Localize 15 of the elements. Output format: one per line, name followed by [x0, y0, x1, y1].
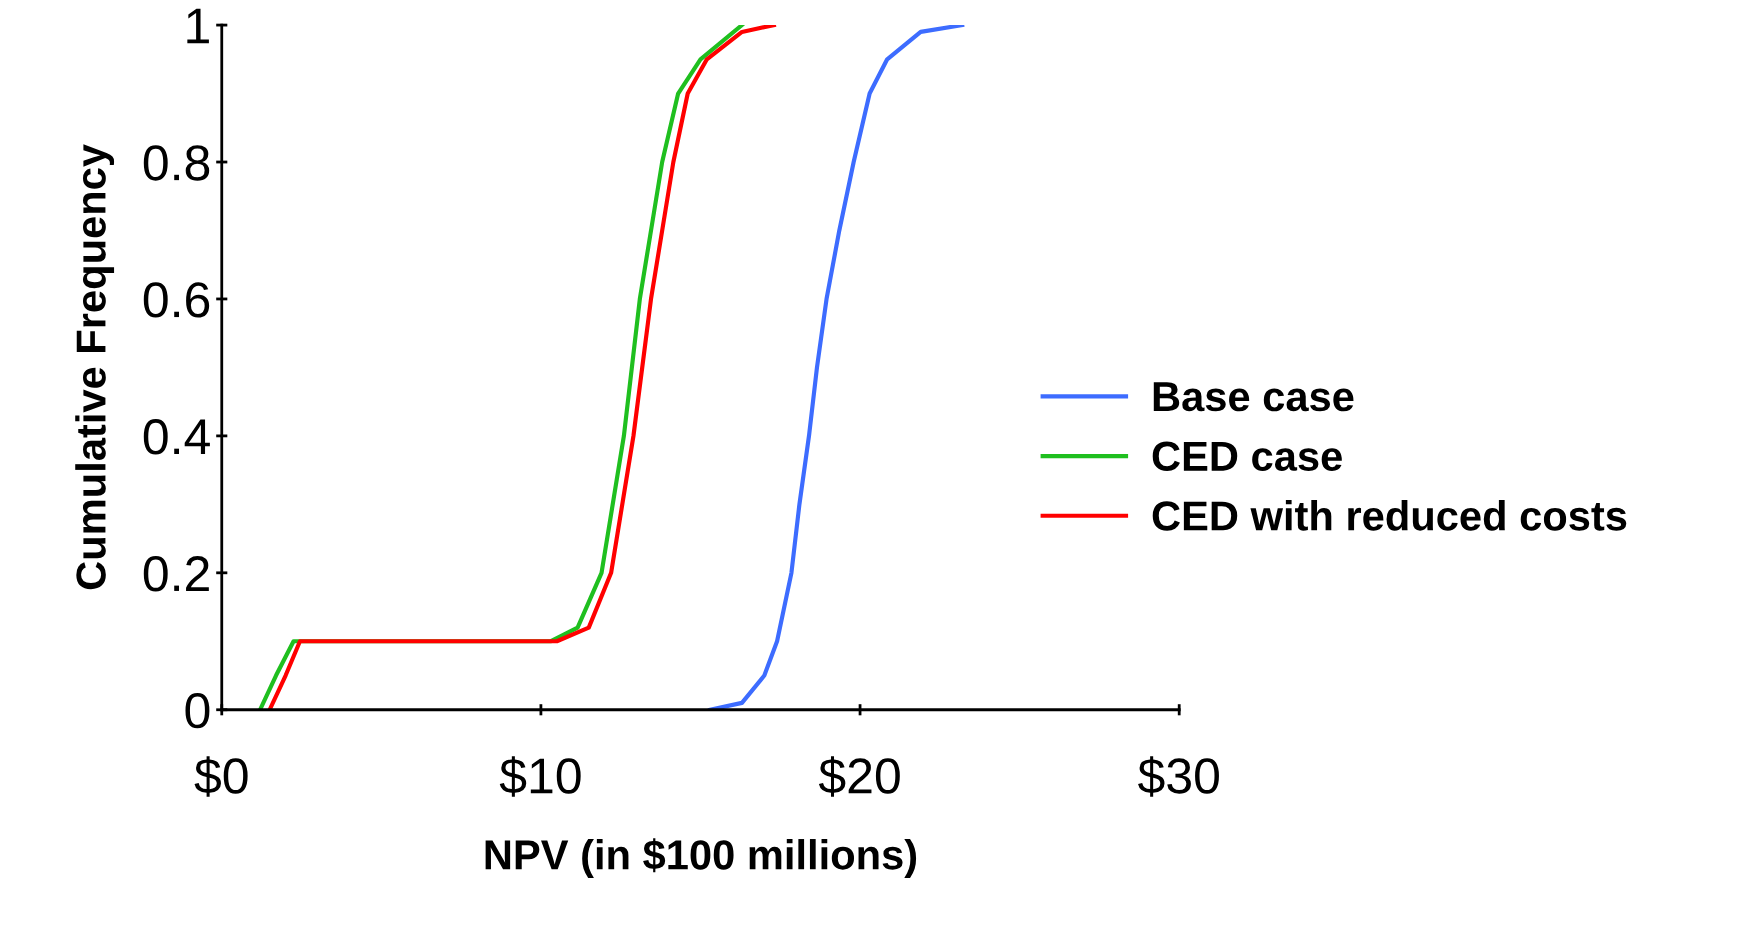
- x-tick-label: $20: [818, 756, 900, 797]
- y-tick-label: 0.6: [143, 282, 210, 318]
- y-axis-title: Cumulative Frequency: [75, 144, 115, 590]
- x-tick-label: $10: [499, 756, 581, 797]
- y-tick-label: 0.4: [143, 419, 210, 455]
- legend-label: CED case: [1152, 441, 1342, 472]
- x-tick-label: $30: [1138, 756, 1219, 797]
- y-tick-label: 0: [185, 692, 210, 729]
- legend-label: Base case: [1153, 382, 1354, 412]
- x-axis-title: NPV (in $100 millions): [485, 838, 917, 878]
- legend-label: CED with reduced costs: [1152, 500, 1627, 531]
- y-tick-label: 0.2: [143, 556, 209, 592]
- y-tick-label: 0.8: [143, 145, 210, 181]
- y-tick-label: 1: [187, 8, 209, 44]
- x-tick-label: $0: [194, 756, 248, 797]
